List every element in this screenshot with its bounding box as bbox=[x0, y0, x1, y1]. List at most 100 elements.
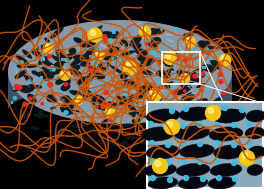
Ellipse shape bbox=[65, 69, 82, 75]
Circle shape bbox=[175, 28, 178, 31]
Bar bbox=[65, 58, 69, 62]
Ellipse shape bbox=[126, 136, 136, 139]
Bar bbox=[62, 58, 65, 61]
Ellipse shape bbox=[141, 140, 147, 144]
Ellipse shape bbox=[91, 99, 107, 108]
Bar bbox=[202, 66, 206, 69]
Ellipse shape bbox=[122, 96, 138, 104]
Bar bbox=[162, 84, 164, 86]
Ellipse shape bbox=[101, 119, 111, 123]
Circle shape bbox=[109, 119, 111, 122]
Ellipse shape bbox=[149, 95, 164, 105]
Ellipse shape bbox=[26, 84, 35, 92]
Ellipse shape bbox=[58, 131, 63, 135]
Ellipse shape bbox=[73, 37, 84, 44]
Ellipse shape bbox=[81, 86, 93, 98]
Circle shape bbox=[35, 91, 37, 94]
Ellipse shape bbox=[119, 95, 135, 105]
Ellipse shape bbox=[177, 70, 187, 78]
Circle shape bbox=[149, 159, 154, 163]
Ellipse shape bbox=[56, 49, 63, 56]
Ellipse shape bbox=[191, 123, 198, 125]
Circle shape bbox=[214, 159, 219, 163]
Bar bbox=[221, 105, 223, 107]
Bar bbox=[171, 103, 175, 107]
Ellipse shape bbox=[119, 102, 127, 105]
Ellipse shape bbox=[44, 72, 53, 80]
Ellipse shape bbox=[32, 127, 39, 130]
Circle shape bbox=[205, 48, 209, 51]
Bar bbox=[66, 60, 68, 62]
Ellipse shape bbox=[16, 63, 28, 68]
Ellipse shape bbox=[27, 94, 37, 103]
Circle shape bbox=[149, 140, 154, 146]
Circle shape bbox=[166, 53, 171, 58]
Circle shape bbox=[136, 87, 139, 89]
Circle shape bbox=[187, 38, 191, 42]
Circle shape bbox=[166, 160, 171, 166]
Ellipse shape bbox=[52, 65, 64, 72]
Ellipse shape bbox=[213, 118, 220, 120]
Ellipse shape bbox=[194, 123, 200, 126]
Circle shape bbox=[182, 140, 186, 146]
Ellipse shape bbox=[50, 98, 57, 103]
Bar bbox=[202, 74, 204, 76]
Ellipse shape bbox=[69, 90, 85, 97]
Ellipse shape bbox=[79, 85, 87, 92]
Bar bbox=[188, 46, 191, 49]
Ellipse shape bbox=[107, 45, 114, 49]
Circle shape bbox=[214, 140, 219, 146]
Ellipse shape bbox=[200, 110, 208, 115]
Ellipse shape bbox=[77, 75, 93, 85]
Circle shape bbox=[218, 72, 222, 76]
Ellipse shape bbox=[206, 103, 214, 106]
Circle shape bbox=[122, 45, 125, 47]
Ellipse shape bbox=[44, 129, 52, 132]
Circle shape bbox=[180, 73, 190, 83]
Ellipse shape bbox=[97, 62, 111, 68]
Circle shape bbox=[232, 160, 237, 166]
Ellipse shape bbox=[149, 97, 159, 105]
Circle shape bbox=[219, 54, 231, 66]
Circle shape bbox=[145, 43, 148, 45]
Circle shape bbox=[162, 64, 164, 66]
Circle shape bbox=[177, 55, 180, 58]
Circle shape bbox=[167, 177, 172, 183]
Circle shape bbox=[102, 35, 107, 39]
Ellipse shape bbox=[135, 87, 147, 99]
Ellipse shape bbox=[100, 66, 107, 71]
Bar bbox=[142, 119, 144, 121]
Ellipse shape bbox=[146, 145, 180, 159]
Ellipse shape bbox=[67, 110, 79, 114]
Circle shape bbox=[75, 97, 78, 100]
Bar bbox=[54, 54, 56, 56]
Circle shape bbox=[151, 49, 155, 53]
Ellipse shape bbox=[120, 99, 126, 105]
Ellipse shape bbox=[143, 106, 158, 118]
Ellipse shape bbox=[132, 118, 140, 123]
Circle shape bbox=[117, 59, 121, 62]
Bar bbox=[147, 101, 263, 188]
Circle shape bbox=[103, 63, 107, 67]
Circle shape bbox=[247, 140, 252, 146]
Bar bbox=[11, 101, 13, 104]
Circle shape bbox=[185, 37, 195, 47]
Bar bbox=[126, 96, 129, 99]
Ellipse shape bbox=[214, 145, 247, 159]
Circle shape bbox=[96, 50, 105, 60]
Ellipse shape bbox=[176, 103, 185, 108]
Ellipse shape bbox=[63, 95, 70, 102]
Ellipse shape bbox=[42, 73, 54, 81]
Bar bbox=[205, 88, 209, 91]
Circle shape bbox=[75, 113, 79, 117]
Bar bbox=[71, 96, 74, 99]
Circle shape bbox=[171, 53, 173, 55]
Circle shape bbox=[41, 102, 44, 105]
Ellipse shape bbox=[208, 177, 236, 189]
Circle shape bbox=[155, 161, 161, 166]
Ellipse shape bbox=[209, 127, 243, 141]
Ellipse shape bbox=[137, 54, 147, 62]
Circle shape bbox=[100, 80, 103, 84]
Ellipse shape bbox=[33, 114, 44, 118]
Circle shape bbox=[88, 28, 102, 42]
